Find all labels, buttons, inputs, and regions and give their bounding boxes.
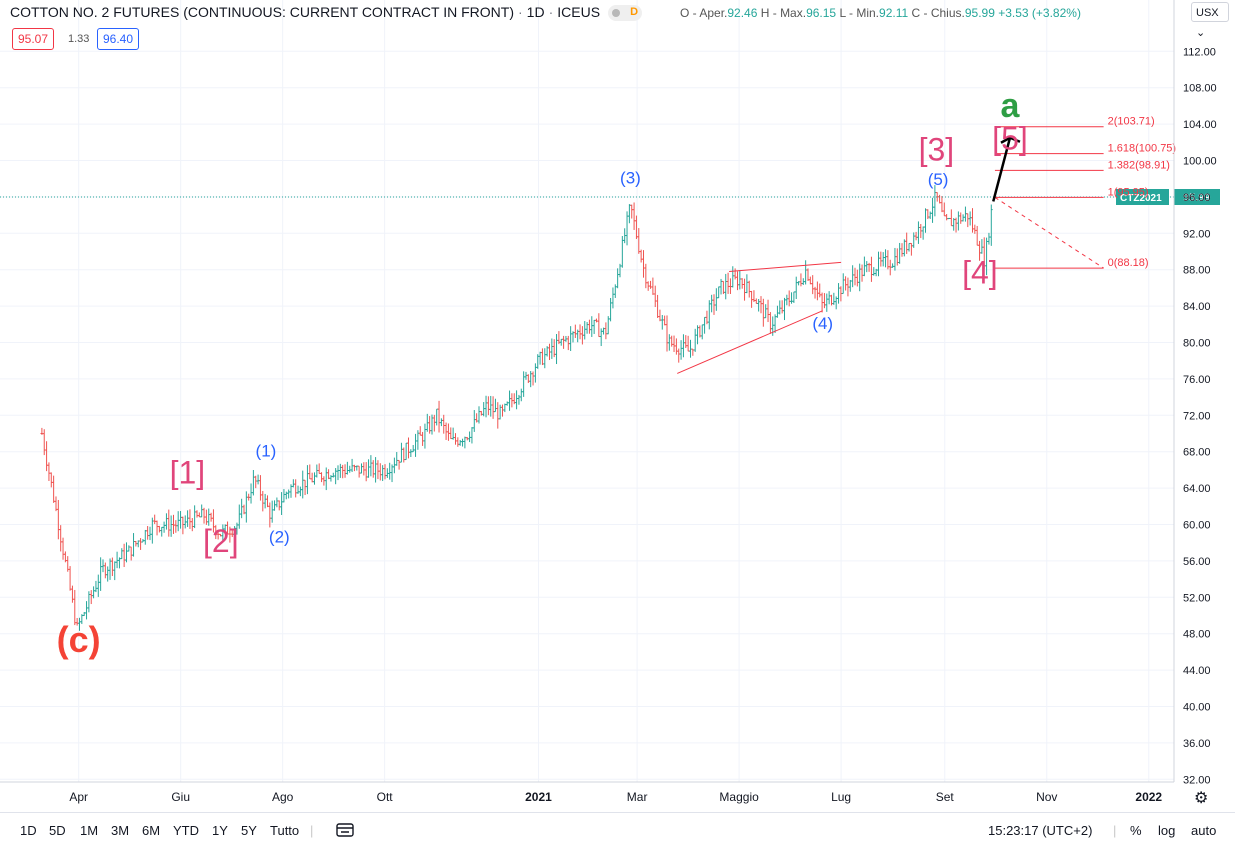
sell-price-button[interactable]: 95.07 xyxy=(12,28,55,50)
elliott-wave-label: (5) xyxy=(928,170,949,189)
symbol-tag-label: CTZ2021 xyxy=(1120,193,1162,204)
triangle-trendline xyxy=(677,310,823,374)
elliott-wave-label: [2] xyxy=(203,523,239,559)
projection-arrow-head xyxy=(1000,136,1021,144)
price-tick-label: 108.00 xyxy=(1183,83,1217,95)
price-tick-label: 40.00 xyxy=(1183,702,1211,714)
exchange-label: ICEUS xyxy=(557,4,601,20)
time-tick-label: Maggio xyxy=(719,790,759,804)
last-price-label: 95.99 xyxy=(1183,192,1211,204)
price-tick-label: 88.00 xyxy=(1183,265,1211,277)
auto-toggle[interactable]: auto xyxy=(1191,823,1217,838)
time-tick-label: Ott xyxy=(377,790,394,804)
price-tick-label: 56.00 xyxy=(1183,556,1211,568)
range-3m-button[interactable]: 3M xyxy=(111,823,130,838)
price-tick-label: 48.00 xyxy=(1183,629,1211,641)
symbol-title[interactable]: COTTON NO. 2 FUTURES (CONTINUOUS: CURREN… xyxy=(10,4,514,20)
elliott-wave-label: a xyxy=(1001,87,1021,125)
price-chart[interactable]: CTZ2021 95.99 2(103.71) 1.618(100.75) 1.382(… xyxy=(0,0,1235,812)
time-tick-label: Giu xyxy=(171,790,190,804)
fib-level-label: 0(88.18) xyxy=(1108,257,1149,269)
elliott-wave-label: (3) xyxy=(620,168,641,187)
time-tick-label: Set xyxy=(936,790,955,804)
time-tick-label: Nov xyxy=(1036,790,1057,804)
range-5y-button[interactable]: 5Y xyxy=(241,823,257,838)
candlestick-series xyxy=(40,185,993,631)
fib-trend-dashed xyxy=(994,196,1104,269)
elliott-wave-label: [1] xyxy=(170,455,206,491)
fib-level-label: 2(103.71) xyxy=(1108,116,1155,128)
price-tick-label: 60.00 xyxy=(1183,520,1211,532)
elliott-wave-label: (1) xyxy=(256,441,277,460)
price-tick-label: 84.00 xyxy=(1183,301,1211,313)
high-value: 96.15 xyxy=(806,6,837,20)
time-tick-label: 2021 xyxy=(525,790,552,804)
last-price-badge[interactable] xyxy=(1174,189,1220,205)
time-tick-label: Mar xyxy=(627,790,648,804)
elliott-wave-label: [3] xyxy=(919,132,955,168)
price-tick-label: 52.00 xyxy=(1183,592,1211,604)
projection-arrow xyxy=(992,137,1012,202)
interval-label[interactable]: 1D xyxy=(526,4,545,20)
price-tick-label: 64.00 xyxy=(1183,483,1211,495)
range-5d-button[interactable]: 5D xyxy=(49,823,66,838)
ohlc-readout: O - Aper.92.46 H - Max.96.15 L - Min.92.… xyxy=(680,6,1081,20)
fib-level-label: 1.618(100.75) xyxy=(1108,143,1177,155)
price-tick-label: 100.00 xyxy=(1183,156,1217,168)
elliott-wave-label: (c) xyxy=(57,619,101,660)
chart-header: COTTON NO. 2 FUTURES (CONTINUOUS: CURREN… xyxy=(10,4,650,22)
time-tick-label: Lug xyxy=(831,790,851,804)
range-6m-button[interactable]: 6M xyxy=(142,823,161,838)
time-tick-label: Apr xyxy=(69,790,88,804)
price-tick-label: 104.00 xyxy=(1183,119,1217,131)
settings-gear-icon[interactable]: ⚙ xyxy=(1194,790,1209,807)
change-value: +3.53 (+3.82%) xyxy=(998,6,1081,20)
elliott-wave-label: (2) xyxy=(269,528,290,547)
buy-price-button[interactable]: 96.40 xyxy=(97,28,140,50)
price-tick-label: 112.00 xyxy=(1183,46,1216,58)
range-1y-button[interactable]: 1Y xyxy=(212,823,228,838)
log-toggle[interactable]: log xyxy=(1158,823,1176,838)
low-value: 92.11 xyxy=(879,6,909,20)
axes: 112.00 108.00 104.00 100.00 96.00 92.00 88.00 8… xyxy=(0,0,1217,804)
chart-grid xyxy=(0,0,1174,782)
price-tick-label: 36.00 xyxy=(1183,738,1211,750)
fib-level-label: 1(95.95) xyxy=(1108,186,1149,198)
market-status-icon: D xyxy=(608,5,643,22)
time-tick-label: Ago xyxy=(272,790,294,804)
price-tick-label: 76.00 xyxy=(1183,374,1211,386)
bottom-toolbar: 1D 5D 1M 3M 6M YTD 1Y 5Y Tutto | 15:23:1… xyxy=(0,812,1235,851)
clock-time[interactable]: 15:23:17 (UTC+2) xyxy=(988,823,1093,838)
range-1d-button[interactable]: 1D xyxy=(20,823,37,838)
currency-select[interactable]: USX ⌄ xyxy=(1191,2,1229,39)
elliott-wave-label: [4] xyxy=(962,254,998,290)
range-1m-button[interactable]: 1M xyxy=(80,823,99,838)
close-value: 95.99 xyxy=(964,6,995,20)
open-value: 92.46 xyxy=(727,6,758,20)
percent-toggle[interactable]: % xyxy=(1130,823,1142,838)
range-ytd-button[interactable]: YTD xyxy=(173,823,199,838)
elliott-wave-label: (4) xyxy=(812,314,833,333)
price-tick-label: 72.00 xyxy=(1183,410,1211,422)
triangle-trendline xyxy=(729,261,842,273)
range-all-button[interactable]: Tutto xyxy=(270,823,300,838)
fib-level-label: 1.382(98.91) xyxy=(1108,159,1170,171)
time-tick-label: 2022 xyxy=(1135,790,1162,804)
price-tick-label: 96.00 xyxy=(1183,192,1211,204)
chevron-down-icon: ⌄ xyxy=(1196,27,1206,39)
price-tick-label: 80.00 xyxy=(1183,338,1211,350)
date-range-icon[interactable] xyxy=(336,823,354,840)
price-tick-label: 92.00 xyxy=(1183,228,1211,240)
elliott-wave-label: [5] xyxy=(992,121,1028,157)
price-tick-label: 32.00 xyxy=(1183,774,1211,786)
price-tick-label: 68.00 xyxy=(1183,447,1211,459)
annotations: CTZ2021 95.99 2(103.71) 1.618(100.75) 1.382(… xyxy=(0,87,1220,660)
spread-label: 1.33 xyxy=(68,33,90,45)
symbol-tag xyxy=(1116,189,1169,205)
price-tick-label: 44.00 xyxy=(1183,665,1211,677)
